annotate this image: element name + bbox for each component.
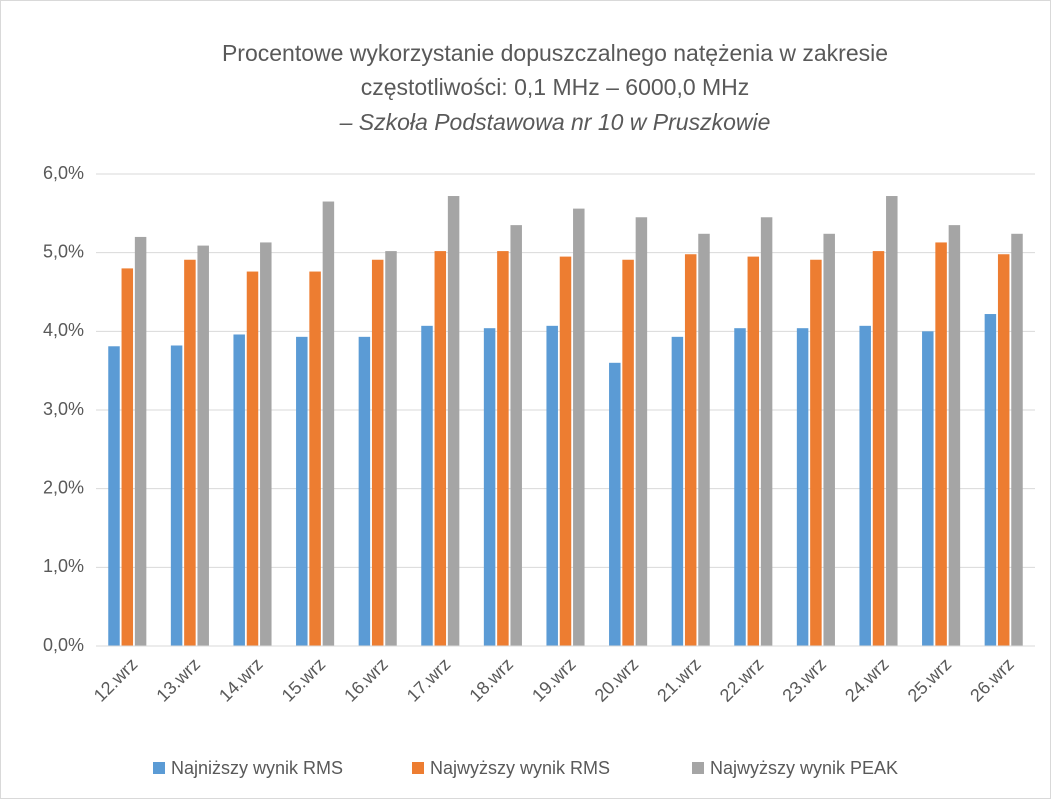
bar	[170, 345, 183, 646]
bar	[296, 336, 308, 646]
bar	[922, 331, 934, 646]
bar	[497, 251, 509, 647]
bar	[483, 328, 496, 646]
y-tick-label: 0,0%	[43, 635, 84, 655]
bar	[609, 362, 621, 646]
bar	[997, 254, 1010, 647]
bar	[734, 328, 746, 646]
legend-label: Najwyższy wynik RMS	[430, 758, 610, 778]
bar	[322, 201, 335, 647]
legend-label: Najwyższy wynik PEAK	[710, 758, 898, 778]
y-tick-label: 4,0%	[43, 320, 84, 340]
bar	[260, 242, 272, 646]
bar	[886, 196, 898, 646]
y-tick-label: 3,0%	[43, 399, 84, 419]
bar	[108, 346, 120, 646]
bar	[559, 256, 572, 646]
bar	[434, 251, 447, 647]
bar	[546, 325, 558, 646]
bar	[948, 225, 961, 646]
y-tick-label: 6,0%	[43, 163, 84, 183]
bar	[859, 325, 871, 646]
bar	[1011, 233, 1023, 646]
bar	[385, 251, 397, 647]
bar	[233, 334, 245, 646]
bar	[358, 336, 371, 646]
legend-swatch	[153, 762, 165, 774]
bar	[684, 254, 697, 647]
chart-title: Procentowe wykorzystanie dopuszczalnego …	[222, 40, 888, 66]
chart-title: częstotliwości: 0,1 MHz – 6000,0 MHz	[361, 74, 750, 100]
bar	[447, 196, 460, 646]
bar	[796, 328, 809, 646]
bar	[635, 217, 648, 646]
legend-swatch	[692, 762, 704, 774]
bar	[421, 325, 433, 646]
bar	[622, 259, 634, 646]
bar	[760, 217, 773, 646]
bar	[810, 259, 822, 646]
bar	[197, 245, 209, 646]
legend-swatch	[412, 762, 424, 774]
chart-subtitle: – Szkoła Podstawowa nr 10 w Pruszkowie	[339, 109, 771, 135]
bar	[309, 271, 321, 646]
bar	[510, 225, 522, 646]
y-tick-label: 5,0%	[43, 241, 84, 261]
bar	[371, 259, 384, 646]
bar	[671, 336, 684, 646]
bar	[134, 236, 147, 646]
bar	[573, 208, 585, 646]
bar	[872, 251, 885, 647]
bar	[246, 271, 259, 646]
bar	[823, 233, 835, 646]
bar	[184, 259, 196, 646]
bar	[747, 256, 760, 646]
bar	[935, 242, 947, 646]
bar	[984, 314, 997, 646]
bar	[121, 268, 134, 646]
y-tick-label: 1,0%	[43, 556, 84, 576]
bar	[698, 233, 710, 646]
y-tick-label: 2,0%	[43, 477, 84, 497]
legend-label: Najniższy wynik RMS	[171, 758, 343, 778]
